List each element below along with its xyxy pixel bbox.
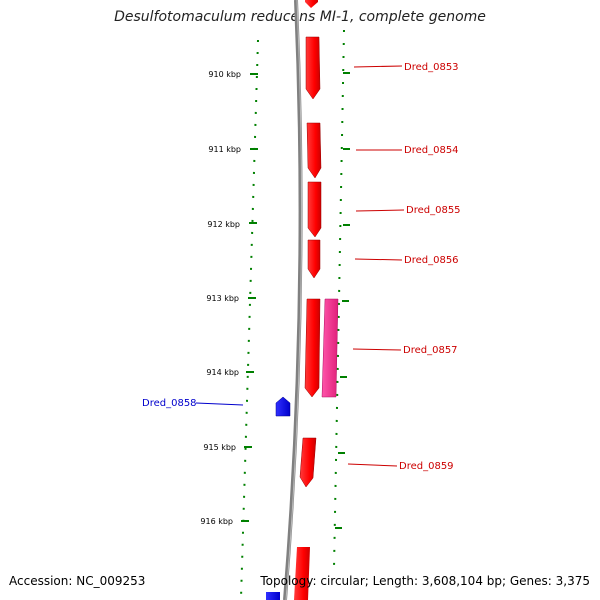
backbone-arc (283, 0, 303, 600)
scale-label-916: 916 kbp (200, 517, 233, 526)
backbone-highlight (285, 0, 303, 600)
gene-label-dred-0858[interactable]: Dred_0858 (142, 398, 197, 409)
scale-ticks (241, 72, 350, 529)
gene-label-dred-0857[interactable]: Dred_0857 (403, 345, 458, 356)
map-title: Desulfotomaculum reducens MI-1, complete… (114, 9, 486, 25)
scale-label-915: 915 kbp (203, 443, 236, 452)
gene-label-dred-0855[interactable]: Dred_0855 (406, 205, 461, 216)
gene-arrow-partial-bottom[interactable] (294, 547, 310, 600)
leader-lines (195, 65, 405, 467)
scale-label-913: 913 kbp (206, 294, 239, 303)
gene-arrow-dred-0855[interactable] (307, 181, 322, 238)
genome-summary-text: Topology: circular; Length: 3,608,104 bp… (260, 574, 590, 588)
gene-arrow-dred-0858[interactable] (275, 396, 291, 417)
gene-block-partial-blue[interactable] (266, 592, 280, 600)
gene-arrow-partial-top[interactable] (305, 0, 318, 8)
gene-label-dred-0854[interactable]: Dred_0854 (404, 145, 459, 156)
scale-label-910: 910 kbp (208, 70, 241, 79)
scale-label-911: 911 kbp (208, 145, 241, 154)
gene-arrow-dred-0857[interactable] (304, 298, 321, 398)
gene-labels: Dred_0853 Dred_0854 Dred_0855 Dred_0856 … (142, 62, 461, 472)
gene-arrow-dred-0854[interactable] (306, 122, 322, 179)
gene-label-dred-0856[interactable]: Dred_0856 (404, 255, 459, 266)
gene-arrow-dred-0859[interactable] (299, 437, 317, 488)
accession-text: Accession: NC_009253 (9, 574, 146, 588)
scale-labels: 910 kbp 911 kbp 912 kbp 913 kbp 914 kbp … (200, 70, 241, 526)
gene-arrow-dred-0853[interactable] (305, 36, 321, 100)
left-dotted-track (240, 39, 259, 599)
scale-label-914: 914 kbp (206, 368, 239, 377)
gene-label-dred-0859[interactable]: Dred_0859 (399, 461, 454, 472)
feature-block-dred-0857[interactable] (321, 298, 339, 398)
gene-label-dred-0853[interactable]: Dred_0853 (404, 62, 459, 73)
gene-arrow-dred-0856[interactable] (307, 239, 321, 279)
scale-label-912: 912 kbp (207, 220, 240, 229)
